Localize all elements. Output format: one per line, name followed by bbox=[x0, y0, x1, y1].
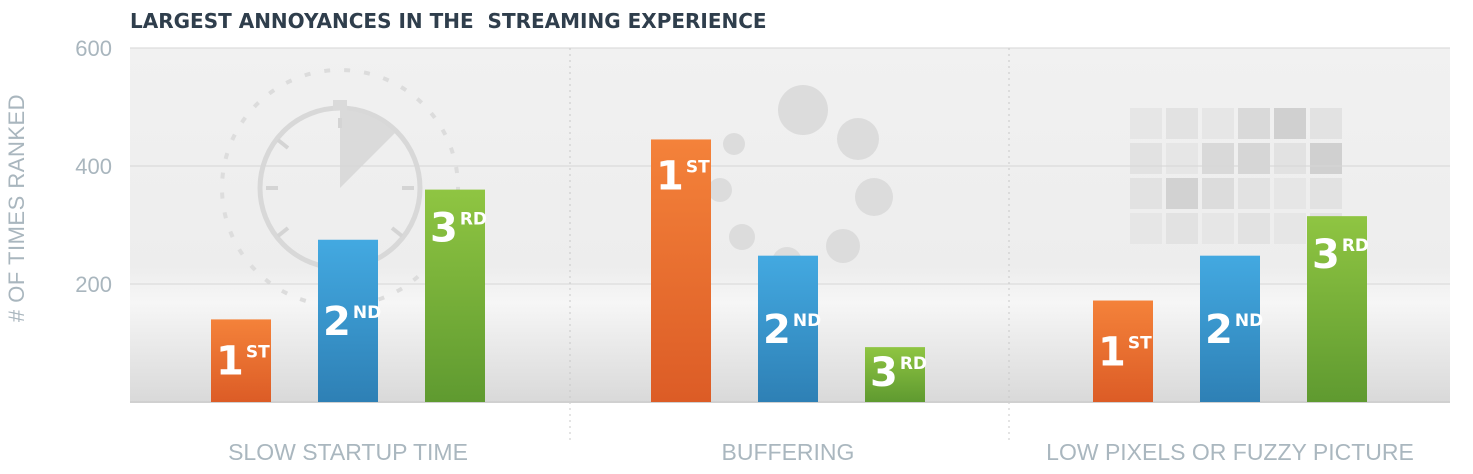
bar-3rd bbox=[1307, 216, 1367, 402]
bar-group: 3 RD bbox=[865, 347, 927, 402]
pixel-grid-icon bbox=[1130, 108, 1342, 244]
bar-2nd bbox=[1200, 255, 1260, 402]
bar-group: 1 ST bbox=[211, 319, 271, 402]
bar-3rd bbox=[425, 189, 485, 402]
y-tick-label: 200 bbox=[75, 272, 112, 297]
loading-spinner-icon bbox=[708, 85, 893, 277]
bar-3rd bbox=[865, 347, 925, 402]
bar-rank-label: 2 ND bbox=[323, 299, 381, 345]
bar-rank-label: 2 ND bbox=[1205, 307, 1263, 353]
bar-rank-label: 1 ST bbox=[656, 153, 710, 199]
category-labels: SLOW STARTUP TIME BUFFERING LOW PIXELS OR … bbox=[228, 439, 1414, 465]
bar-group: 3 RD bbox=[425, 189, 487, 402]
stopwatch-icon bbox=[220, 68, 460, 308]
bar-rank-label: 3 RD bbox=[1312, 232, 1369, 278]
bar-rank-label: 1 ST bbox=[216, 339, 270, 385]
category-label: LOW PIXELS OR FUZZY PICTURE bbox=[1046, 439, 1414, 465]
bar-rank-label: 1 ST bbox=[1098, 329, 1152, 375]
bar-1st bbox=[211, 319, 271, 402]
bar-1st bbox=[651, 139, 711, 402]
bars: 1 ST 2 ND 3 RD 1 ST 2 ND 3 RD 1 ST 2 ND 3 RD bbox=[211, 139, 1369, 402]
bar-rank-label: 2 ND bbox=[763, 307, 821, 353]
bar-group: 2 ND bbox=[758, 255, 821, 402]
bar-rank-label: 3 RD bbox=[430, 206, 487, 252]
y-tick-label: 400 bbox=[75, 154, 112, 179]
bar-1st bbox=[1093, 300, 1153, 402]
bar-2nd bbox=[758, 255, 818, 402]
category-label: BUFFERING bbox=[722, 439, 855, 465]
bar-group: 2 ND bbox=[1200, 255, 1263, 402]
bar-2nd bbox=[318, 239, 378, 402]
category-label: SLOW STARTUP TIME bbox=[228, 439, 468, 465]
bar-group: 2 ND bbox=[318, 239, 381, 402]
y-axis-label: # OF TIMES RANKED bbox=[4, 94, 29, 322]
chart-title: LARGEST ANNOYANCES IN THE STREAMING EXPE… bbox=[130, 9, 767, 33]
bar-rank-label: 3 RD bbox=[870, 350, 927, 396]
bar-group: 1 ST bbox=[651, 139, 711, 402]
bar-group: 3 RD bbox=[1307, 216, 1369, 402]
y-axis-ticks: 200 400 600 bbox=[75, 36, 112, 297]
bar-group: 1 ST bbox=[1093, 300, 1153, 402]
y-tick-label: 600 bbox=[75, 36, 112, 61]
